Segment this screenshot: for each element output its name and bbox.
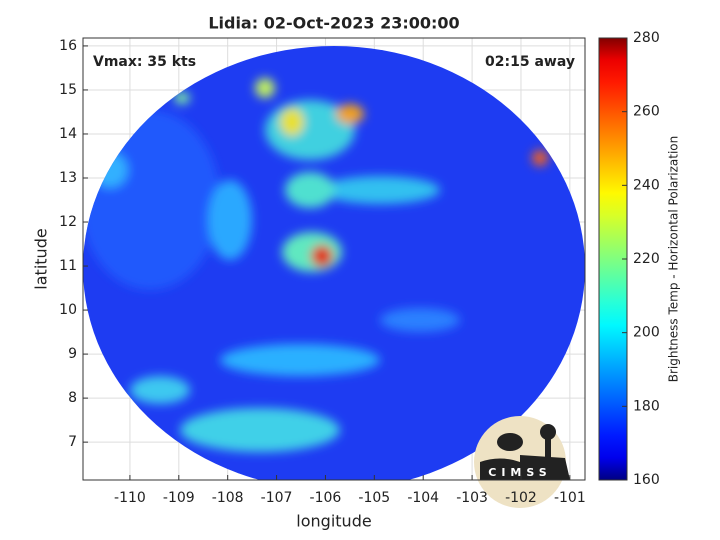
colorbar-tick-label: 200 bbox=[633, 325, 660, 341]
plot-frame bbox=[82, 37, 586, 481]
logo: CIMSS bbox=[474, 416, 570, 508]
y-tick-label: 12 bbox=[59, 214, 77, 230]
logo-text: CIMSS bbox=[488, 466, 551, 479]
colorbar-tick-label: 240 bbox=[633, 177, 660, 193]
x-tick-label: -104 bbox=[407, 490, 439, 506]
x-tick-label: -107 bbox=[261, 490, 293, 506]
x-tick-label: -108 bbox=[212, 490, 244, 506]
y-tick-label: 7 bbox=[68, 434, 77, 450]
annotation: 02:15 away bbox=[485, 54, 575, 70]
colorbar-tick-label: 180 bbox=[633, 398, 660, 414]
x-tick-label: -105 bbox=[358, 490, 390, 506]
y-tick-label: 13 bbox=[59, 170, 77, 186]
chart-title: Lidia: 02-Oct-2023 23:00:00 bbox=[208, 14, 459, 33]
y-axis-label: latitude bbox=[32, 228, 51, 289]
x-tick-label: -106 bbox=[310, 490, 342, 506]
colorbar-tick-label: 220 bbox=[633, 251, 660, 267]
y-tick-label: 16 bbox=[59, 38, 77, 54]
x-tick-label: -110 bbox=[114, 490, 146, 506]
colorbar-tick-label: 160 bbox=[633, 472, 660, 488]
y-tick-label: 15 bbox=[59, 82, 77, 98]
colorbar-tick-label: 280 bbox=[633, 30, 660, 46]
colorbar-label: Brightness Temp - Horizontal Polarizatio… bbox=[667, 136, 681, 383]
y-tick-label: 9 bbox=[68, 346, 77, 362]
y-tick-label: 14 bbox=[59, 126, 77, 142]
annotation: Vmax: 35 kts bbox=[93, 54, 196, 70]
x-axis-label: longitude bbox=[296, 512, 371, 531]
colorbar-tick-label: 260 bbox=[633, 104, 660, 120]
x-tick-label: -109 bbox=[163, 490, 195, 506]
x-tick-label: -103 bbox=[456, 490, 488, 506]
y-tick-label: 10 bbox=[59, 302, 77, 318]
y-tick-label: 11 bbox=[59, 258, 77, 274]
x-tick-label: -101 bbox=[554, 490, 586, 506]
y-tick-label: 8 bbox=[68, 390, 77, 406]
x-tick-label: -102 bbox=[505, 490, 537, 506]
